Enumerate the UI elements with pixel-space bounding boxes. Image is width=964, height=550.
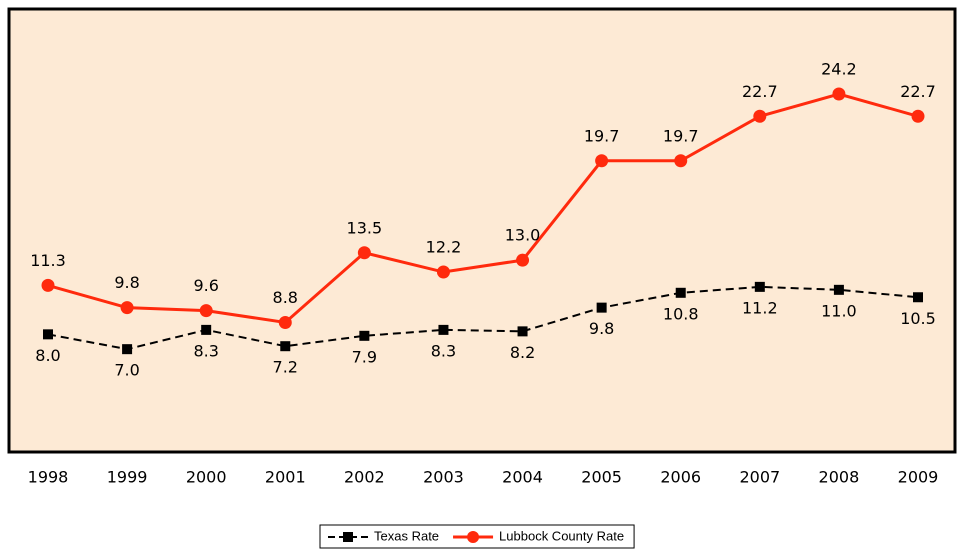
x-tick-label: 2007 [739, 468, 780, 487]
data-label: 11.2 [742, 298, 778, 317]
data-label: 11.3 [30, 251, 66, 270]
legend-label: Lubbock County Rate [499, 528, 624, 543]
legend: Texas Rate Lubbock County Rate [319, 524, 635, 549]
legend-label: Texas Rate [374, 528, 439, 543]
data-label: 10.5 [900, 309, 936, 328]
data-label: 9.6 [193, 276, 218, 295]
point [201, 324, 212, 335]
x-tick-label: 2002 [344, 468, 385, 487]
x-tick-label: 2006 [660, 468, 701, 487]
x-tick-label: 2004 [502, 468, 543, 487]
data-label: 8.3 [193, 341, 218, 360]
data-label: 9.8 [114, 273, 139, 292]
series-line [47, 285, 919, 351]
point [357, 246, 371, 260]
data-label: 8.0 [35, 346, 60, 365]
data-label: 7.0 [114, 361, 139, 380]
x-tick-label: 2005 [581, 468, 622, 487]
point [278, 315, 292, 329]
point [596, 302, 607, 313]
x-tick-label: 2000 [186, 468, 227, 487]
point [911, 109, 925, 123]
data-label: 19.7 [663, 126, 699, 145]
data-label: 8.8 [273, 288, 298, 307]
data-label: 7.9 [352, 347, 377, 366]
data-label: 13.0 [505, 226, 541, 245]
plot-area [7, 7, 957, 454]
point [199, 304, 213, 318]
point [359, 330, 370, 341]
data-label: 13.5 [347, 218, 383, 237]
data-label: 22.7 [742, 82, 778, 101]
x-tick-label: 1998 [28, 468, 69, 487]
data-label: 12.2 [426, 238, 462, 257]
legend-marker [467, 531, 480, 543]
data-label: 7.2 [273, 358, 298, 377]
point [122, 344, 133, 355]
point [436, 265, 450, 279]
point [43, 329, 53, 340]
point [753, 109, 767, 123]
x-tick-label: 2008 [819, 468, 860, 487]
data-label: 8.3 [431, 341, 456, 360]
x-tick-label: 2003 [423, 468, 464, 487]
point [120, 301, 134, 315]
x-tick-label: 2001 [265, 468, 306, 487]
point [913, 292, 923, 303]
point [595, 154, 609, 168]
series-line [47, 92, 919, 325]
data-label: 9.8 [589, 319, 614, 338]
legend-marker [343, 532, 353, 542]
x-tick-label: 2009 [898, 468, 939, 487]
point [516, 253, 530, 267]
point [280, 341, 291, 352]
data-label: 8.2 [510, 343, 535, 362]
point [41, 278, 55, 292]
data-label: 19.7 [584, 126, 620, 145]
data-label: 10.8 [663, 304, 699, 323]
point [674, 154, 688, 168]
point [833, 284, 844, 295]
data-label: 24.2 [821, 60, 857, 79]
point [438, 324, 449, 335]
data-label: 11.0 [821, 301, 857, 320]
point [675, 287, 686, 298]
point [517, 326, 528, 337]
x-tick-label: 1999 [107, 468, 148, 487]
point [832, 87, 846, 101]
data-label: 22.7 [900, 82, 936, 101]
point [754, 281, 765, 292]
